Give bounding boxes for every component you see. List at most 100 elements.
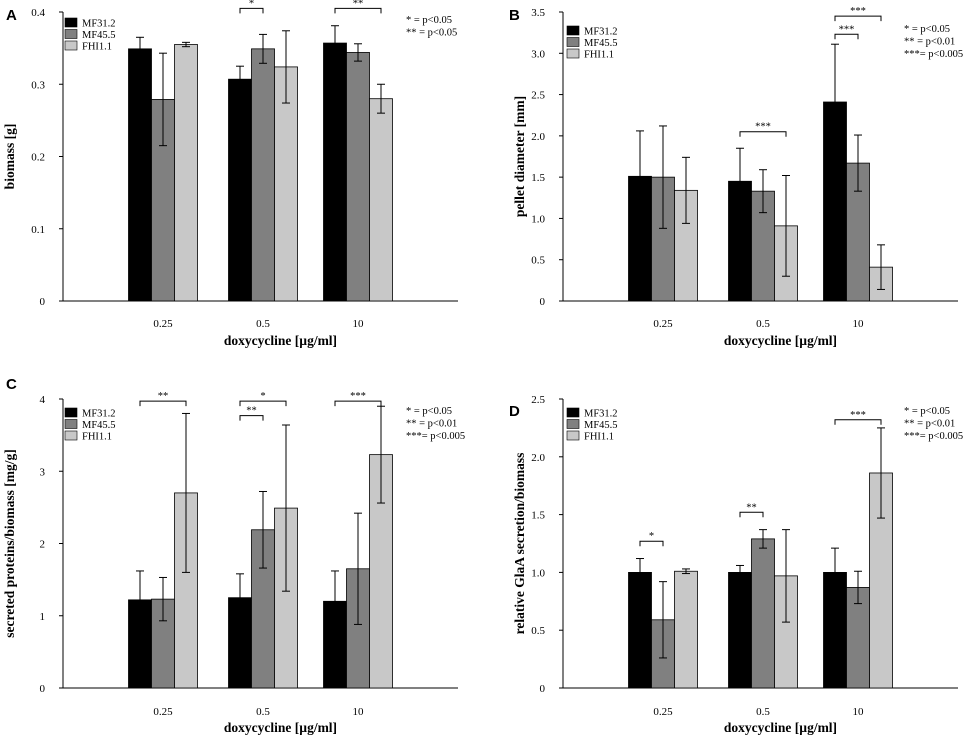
panel-b-xtick-label: 0.25: [653, 318, 673, 330]
panel-b-legend-label: MF31.2: [584, 27, 618, 38]
panel-a-legend-label: MF45.5: [82, 30, 116, 41]
panel-b-ytick-label: 2.5: [531, 90, 545, 102]
panel-a-bar: [346, 52, 370, 302]
panel-d-legend-label: MF45.5: [584, 420, 618, 431]
panel-a-x-axis-label: doxycycline [µg/ml]: [224, 333, 337, 348]
panel-c-xtick-label: 0.25: [153, 706, 173, 718]
panel-d-bar: [628, 572, 652, 689]
panel-a-letter: A: [6, 7, 17, 24]
panel-d-bar: [728, 572, 752, 689]
panel-c-ytick-label: 0: [40, 683, 46, 695]
panel-c-legend-swatch: [64, 407, 78, 418]
panel-a-significance-label: **: [353, 0, 364, 9]
panel-b-ytick-label: 3.0: [531, 48, 545, 60]
panel-c-xtick-label: 10: [353, 706, 365, 718]
panel-a-bar: [323, 42, 347, 302]
panel-b-legend-label: FHI1.1: [584, 50, 614, 61]
panel-a-bar: [369, 98, 393, 302]
panel-a-legend-label: MF31.2: [82, 19, 116, 30]
panel-d-ytick-label: 2.0: [531, 452, 545, 464]
panel-b-significance-label: ***: [850, 6, 866, 17]
panel-c-significance-bracket: [239, 400, 287, 407]
panel-d-xtick-label: 0.25: [653, 706, 673, 718]
panel-c-significance-label: *: [260, 391, 265, 402]
panel-a-xtick-label: 0.25: [153, 318, 173, 330]
panel-d-y-axis-label: relative GlaA secretion/biomass: [512, 453, 527, 635]
panel-b-ytick-label: 1.0: [531, 213, 545, 225]
panel-c-ytick-label: 2: [40, 539, 46, 551]
panel-b-ytick-label: 0.5: [531, 255, 545, 267]
panel-c-significance-label: ***: [350, 391, 366, 402]
panel-d-xtick-label: 10: [853, 706, 865, 718]
panel-c-letter: C: [6, 376, 17, 393]
panel-d-legend-swatch: [566, 430, 580, 441]
panel-a-ytick-label: 0.3: [31, 79, 45, 91]
panel-d-pvalue-note: ** = p<0.01: [904, 419, 955, 430]
panel-a-legend-label: FHI1.1: [82, 42, 112, 53]
panel-a-pvalue-note: * = p<0.05: [406, 15, 452, 26]
panel-b-legend-swatch: [566, 37, 580, 47]
panel-a-legend-swatch: [64, 40, 78, 51]
panel-b-significance-bracket: [739, 131, 787, 137]
panel-a-y-axis-label: biomass [g]: [2, 124, 17, 190]
panel-d-significance-bracket: [834, 419, 882, 425]
panel-a-ytick-label: 0.2: [31, 152, 45, 164]
panel-a-bar: [174, 44, 198, 302]
panel-a-ytick-label: 0: [40, 296, 46, 308]
panel-a-significance-bracket: [239, 7, 264, 14]
panel-d-ytick-label: 0.5: [531, 625, 545, 637]
panel-b-legend-swatch: [566, 25, 580, 36]
panel-d-legend-swatch: [566, 407, 580, 418]
panel-c-ytick-label: 1: [40, 611, 46, 623]
panel-c-pvalue-note: ***= p<0.005: [406, 431, 465, 442]
panel-c-ytick-label: 4: [40, 394, 46, 406]
panel-d-bar: [751, 538, 775, 689]
panel-b-ytick-label: 2.0: [531, 131, 545, 143]
panel-c-x-axis-label: doxycycline [µg/ml]: [224, 720, 337, 735]
panel-a-bar: [228, 78, 252, 302]
panel-a-significance-bracket: [334, 7, 382, 14]
panel-a-xtick-label: 10: [353, 318, 365, 330]
panel-c-pvalue-note: ** = p<0.01: [406, 419, 457, 430]
panel-b-xtick-label: 0.5: [756, 318, 770, 330]
panel-a-legend-swatch: [64, 29, 78, 39]
panel-b-y-axis-label: pellet diameter [mm]: [512, 96, 527, 217]
panel-a-ytick-label: 0.1: [31, 224, 45, 236]
panel-d-significance-label: *: [649, 531, 654, 542]
panel-b-pvalue-note: ** = p<0.01: [904, 37, 955, 48]
panel-d-ytick-label: 1.5: [531, 510, 545, 522]
panel-d-significance-bracket: [639, 540, 664, 547]
panel-d-significance-bracket: [739, 511, 764, 518]
panel-b-legend-swatch: [566, 48, 580, 59]
panel-d-letter: D: [509, 403, 520, 420]
panel-d-ytick-label: 0: [540, 683, 546, 695]
panel-d-bar: [674, 570, 698, 689]
panel-b-ytick-label: 3.5: [531, 7, 545, 19]
panel-b-pvalue-note: ***= p<0.005: [904, 49, 963, 60]
panel-c-significance-bracket: [139, 400, 187, 407]
panel-d-xtick-label: 0.5: [756, 706, 770, 718]
panel-c-legend-label: MF45.5: [82, 420, 116, 431]
panel-b-x-axis-label: doxycycline [µg/ml]: [724, 333, 837, 348]
panel-c-significance-label: **: [246, 406, 257, 417]
panel-c-significance-bracket: [334, 400, 382, 407]
panel-c-xtick-label: 0.5: [256, 706, 270, 718]
panel-c-legend-swatch: [64, 419, 78, 429]
panel-b-significance-bracket: [834, 15, 882, 22]
panel-c-legend-label: MF31.2: [82, 409, 116, 420]
panel-d-significance-label: ***: [850, 410, 866, 421]
panel-b-pvalue-note: * = p<0.05: [904, 24, 950, 35]
panel-d-pvalue-note: * = p<0.05: [904, 406, 950, 417]
panel-a-pvalue-note: ** = p<0.05: [406, 28, 457, 39]
panel-c-significance-bracket: [239, 415, 264, 421]
panel-d-ytick-label: 2.5: [531, 394, 545, 406]
panel-b-ytick-label: 0: [540, 296, 546, 308]
panel-d-legend-label: MF31.2: [584, 409, 618, 420]
panel-b-xtick-label: 10: [853, 318, 865, 330]
panel-c-y-axis-label: secreted proteins/biomass [mg/g]: [2, 449, 17, 637]
panel-a-ytick-label: 0.4: [31, 7, 45, 19]
panel-d-ytick-label: 1.0: [531, 567, 545, 579]
panel-a-bar: [251, 48, 275, 302]
